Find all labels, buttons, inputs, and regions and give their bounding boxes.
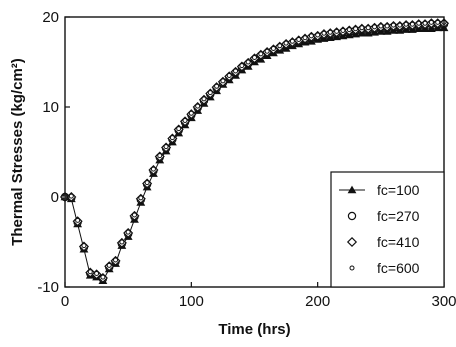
y-axis-label: Thermal Stresses (kg/cm²): [9, 58, 26, 246]
data-point: [150, 166, 156, 172]
data-point: [416, 20, 422, 26]
legend-label: fc=270: [377, 208, 420, 224]
legend-entry: fc=410: [346, 234, 420, 250]
legend: fc=100 fc=270 fc=410 fc=600: [330, 171, 445, 288]
y-tick-label: 20: [42, 9, 59, 26]
y-tick-label: 0: [51, 189, 59, 206]
legend-entry: fc=270: [347, 208, 420, 224]
y-tick-label: 10: [42, 99, 59, 116]
data-point: [68, 193, 74, 199]
data-point: [125, 229, 131, 235]
x-axis-label: Time (hrs): [218, 321, 290, 338]
x-tick-label: 200: [305, 293, 330, 310]
data-point: [119, 239, 125, 245]
data-point: [258, 51, 264, 57]
data-point: [277, 43, 283, 49]
data-point: [220, 78, 226, 84]
data-point: [334, 28, 340, 34]
data-point: [346, 27, 352, 33]
data-point: [403, 21, 409, 27]
chart-marks: [59, 18, 450, 284]
data-point: [94, 271, 100, 276]
data-point: [397, 22, 403, 28]
legend-marker: [347, 211, 357, 221]
data-point: [353, 26, 359, 32]
data-point: [201, 96, 207, 102]
legend-label: fc=600: [377, 260, 420, 276]
data-point: [321, 30, 327, 36]
data-point: [106, 262, 112, 268]
legend-entry: fc=100: [339, 182, 420, 198]
data-point: [315, 32, 321, 38]
data-point: [245, 59, 251, 65]
data-point: [169, 135, 175, 141]
data-point: [100, 274, 106, 280]
data-point: [365, 25, 371, 31]
data-point: [188, 110, 194, 116]
data-point: [144, 180, 150, 186]
data-point: [289, 38, 295, 44]
data-point: [239, 63, 245, 69]
data-point: [327, 29, 333, 35]
data-point: [302, 35, 308, 41]
data-point: [75, 217, 81, 223]
data-point: [308, 33, 314, 39]
data-point: [252, 55, 257, 60]
data-point: [138, 195, 144, 201]
data-point: [340, 28, 346, 33]
x-tick-label: 0: [61, 293, 69, 310]
data-point: [384, 23, 390, 29]
data-point: [435, 19, 441, 25]
data-point: [113, 257, 119, 263]
data-point: [81, 243, 87, 249]
data-point: [207, 90, 213, 96]
data-point: [390, 22, 396, 28]
x-tick-label: 300: [431, 293, 456, 310]
legend-marker: [346, 236, 358, 248]
data-point: [176, 126, 182, 132]
data-point: [226, 73, 232, 78]
data-point: [157, 153, 163, 159]
data-point: [87, 269, 93, 275]
data-point: [131, 212, 137, 218]
data-point: [182, 118, 188, 123]
y-tick-label: -10: [37, 279, 59, 296]
data-point: [372, 24, 378, 30]
plot-frame: [64, 16, 445, 288]
data-point: [195, 103, 201, 109]
data-point: [422, 20, 428, 26]
data-point: [359, 25, 365, 31]
legend-entry: fc=600: [349, 260, 420, 276]
data-point: [378, 23, 384, 29]
legend-marker: [349, 265, 355, 271]
data-point: [233, 68, 239, 74]
data-point: [296, 37, 302, 42]
data-point: [270, 46, 276, 51]
data-point: [409, 21, 415, 27]
x-tick-label: 100: [179, 293, 204, 310]
data-point: [283, 40, 289, 46]
data-point: [163, 144, 169, 150]
legend-label: fc=410: [377, 234, 420, 250]
legend-marker: [347, 185, 357, 194]
legend-label: fc=100: [377, 182, 420, 198]
data-point: [264, 48, 270, 54]
data-point: [428, 19, 434, 25]
data-point: [214, 83, 220, 89]
